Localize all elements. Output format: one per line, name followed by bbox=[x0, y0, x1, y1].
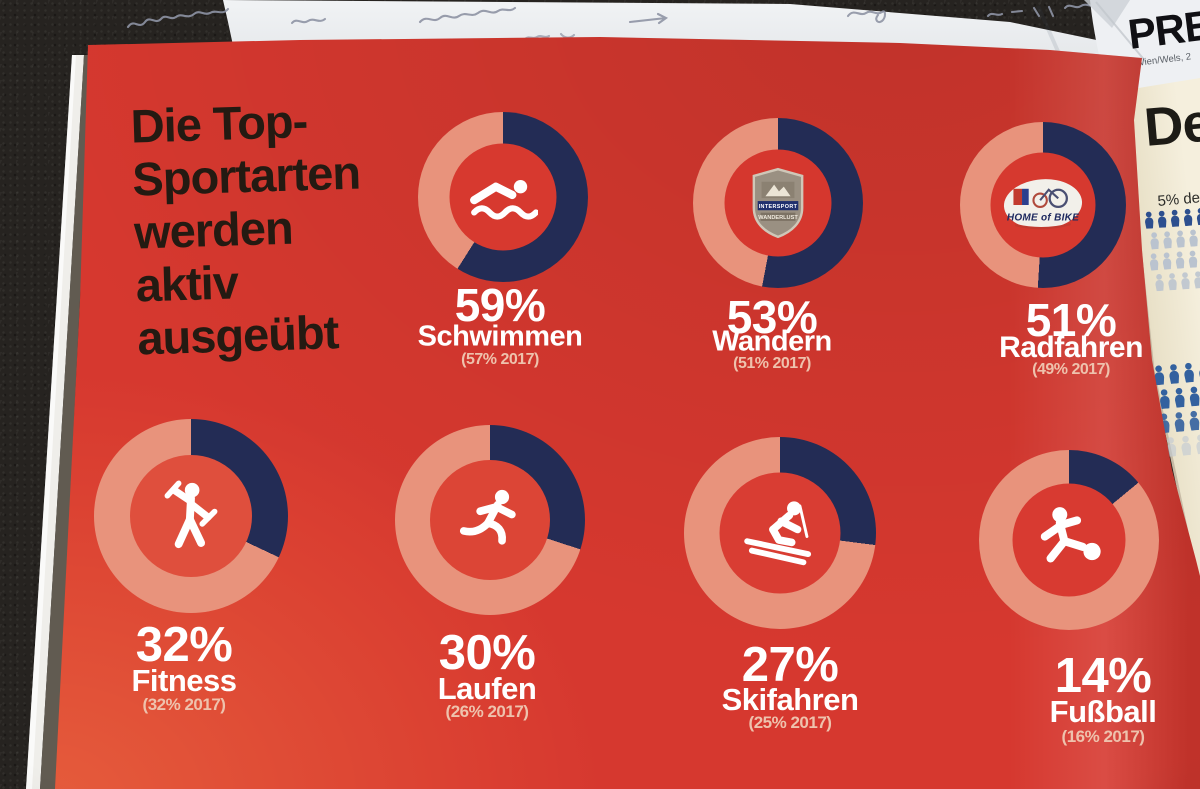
donut-ring bbox=[684, 437, 876, 629]
press-sheet-headline: PRE bbox=[1125, 1, 1200, 58]
donut-chart bbox=[395, 425, 585, 615]
donut-hole bbox=[130, 455, 252, 577]
adjacent-page-headline: De bbox=[1142, 92, 1200, 158]
runner-icon bbox=[459, 489, 516, 545]
home-of-bike-logo: HOME of BIKE bbox=[1003, 179, 1083, 230]
percent-value: 27% bbox=[741, 638, 839, 692]
sport-icon-wrap bbox=[740, 499, 820, 567]
sport-name: Fußball bbox=[1049, 694, 1157, 729]
percent-value: 14% bbox=[1054, 649, 1152, 703]
previous-year-value: (57% 2017) bbox=[461, 351, 539, 368]
logo-text: HOME of BIKE bbox=[1007, 212, 1079, 223]
left-page-edges bbox=[26, 55, 92, 789]
swimmer-icon bbox=[470, 180, 540, 220]
donut-ring bbox=[94, 419, 288, 613]
title-line: werden bbox=[133, 200, 294, 259]
sport-name: Radfahren bbox=[999, 331, 1143, 364]
donut-chart bbox=[979, 450, 1159, 630]
percent-value: 59% bbox=[454, 279, 546, 331]
sport-name: Skifahren bbox=[721, 682, 859, 717]
donut-hole bbox=[990, 152, 1096, 258]
donut-hole bbox=[1012, 483, 1126, 597]
percent-value: 51% bbox=[1025, 294, 1117, 346]
adjacent-page-stat-text: 5% de bbox=[1157, 189, 1200, 210]
donut-ring bbox=[395, 425, 585, 615]
sport-name: Wandern bbox=[712, 325, 832, 358]
sport-icon-wrap bbox=[455, 487, 525, 553]
previous-year-value: (49% 2017) bbox=[1032, 361, 1110, 378]
donut-ring bbox=[693, 118, 863, 288]
title-line: Sportarten bbox=[131, 145, 361, 206]
percent-value: 32% bbox=[135, 618, 233, 672]
previous-year-value: (32% 2017) bbox=[142, 695, 226, 714]
previous-year-value: (51% 2017) bbox=[733, 355, 811, 372]
sport-name: Laufen bbox=[437, 671, 537, 706]
donut-chart: INTERSPORT WANDERLUST bbox=[693, 118, 863, 288]
donut-chart bbox=[94, 419, 288, 613]
percent-value: 53% bbox=[726, 291, 818, 343]
sport-name: Fitness bbox=[131, 663, 237, 698]
title-line: aktiv bbox=[134, 255, 239, 312]
donut-hole bbox=[719, 472, 841, 594]
sport-icon-wrap: INTERSPORT WANDERLUST bbox=[749, 167, 807, 239]
sport-name: Schwimmen bbox=[417, 320, 583, 353]
sport-icon-wrap: HOME of BIKE bbox=[1002, 177, 1084, 233]
sport-icon-wrap bbox=[155, 480, 227, 552]
footballer-icon bbox=[1040, 507, 1101, 563]
badge-line2: WANDERLUST bbox=[758, 215, 798, 221]
donut-ring bbox=[418, 112, 588, 282]
sport-icon-wrap bbox=[468, 173, 540, 221]
intersport-wanderlust-badge: INTERSPORT WANDERLUST bbox=[752, 167, 804, 239]
donut-hole bbox=[449, 143, 557, 251]
title-line: ausgeübt bbox=[136, 305, 340, 365]
page-title: Die Top- Sportarten werden aktiv ausgeüb… bbox=[130, 92, 366, 364]
donut-chart: HOME of BIKE bbox=[960, 122, 1126, 288]
sport-icon-wrap bbox=[1031, 505, 1107, 575]
skier-icon bbox=[744, 501, 812, 566]
percent-value: 30% bbox=[438, 626, 536, 680]
donut-ring bbox=[960, 122, 1126, 288]
badge-line1: INTERSPORT bbox=[759, 204, 798, 210]
donut-chart bbox=[684, 437, 876, 629]
previous-year-value: (26% 2017) bbox=[445, 702, 529, 721]
previous-year-value: (16% 2017) bbox=[1061, 727, 1145, 746]
title-line: Die Top- bbox=[129, 94, 308, 153]
donut-ring bbox=[979, 450, 1159, 630]
fitness-icon bbox=[164, 480, 218, 549]
previous-year-value: (25% 2017) bbox=[748, 713, 832, 732]
donut-chart bbox=[418, 112, 588, 282]
donut-hole bbox=[724, 149, 832, 257]
donut-hole bbox=[430, 460, 550, 580]
